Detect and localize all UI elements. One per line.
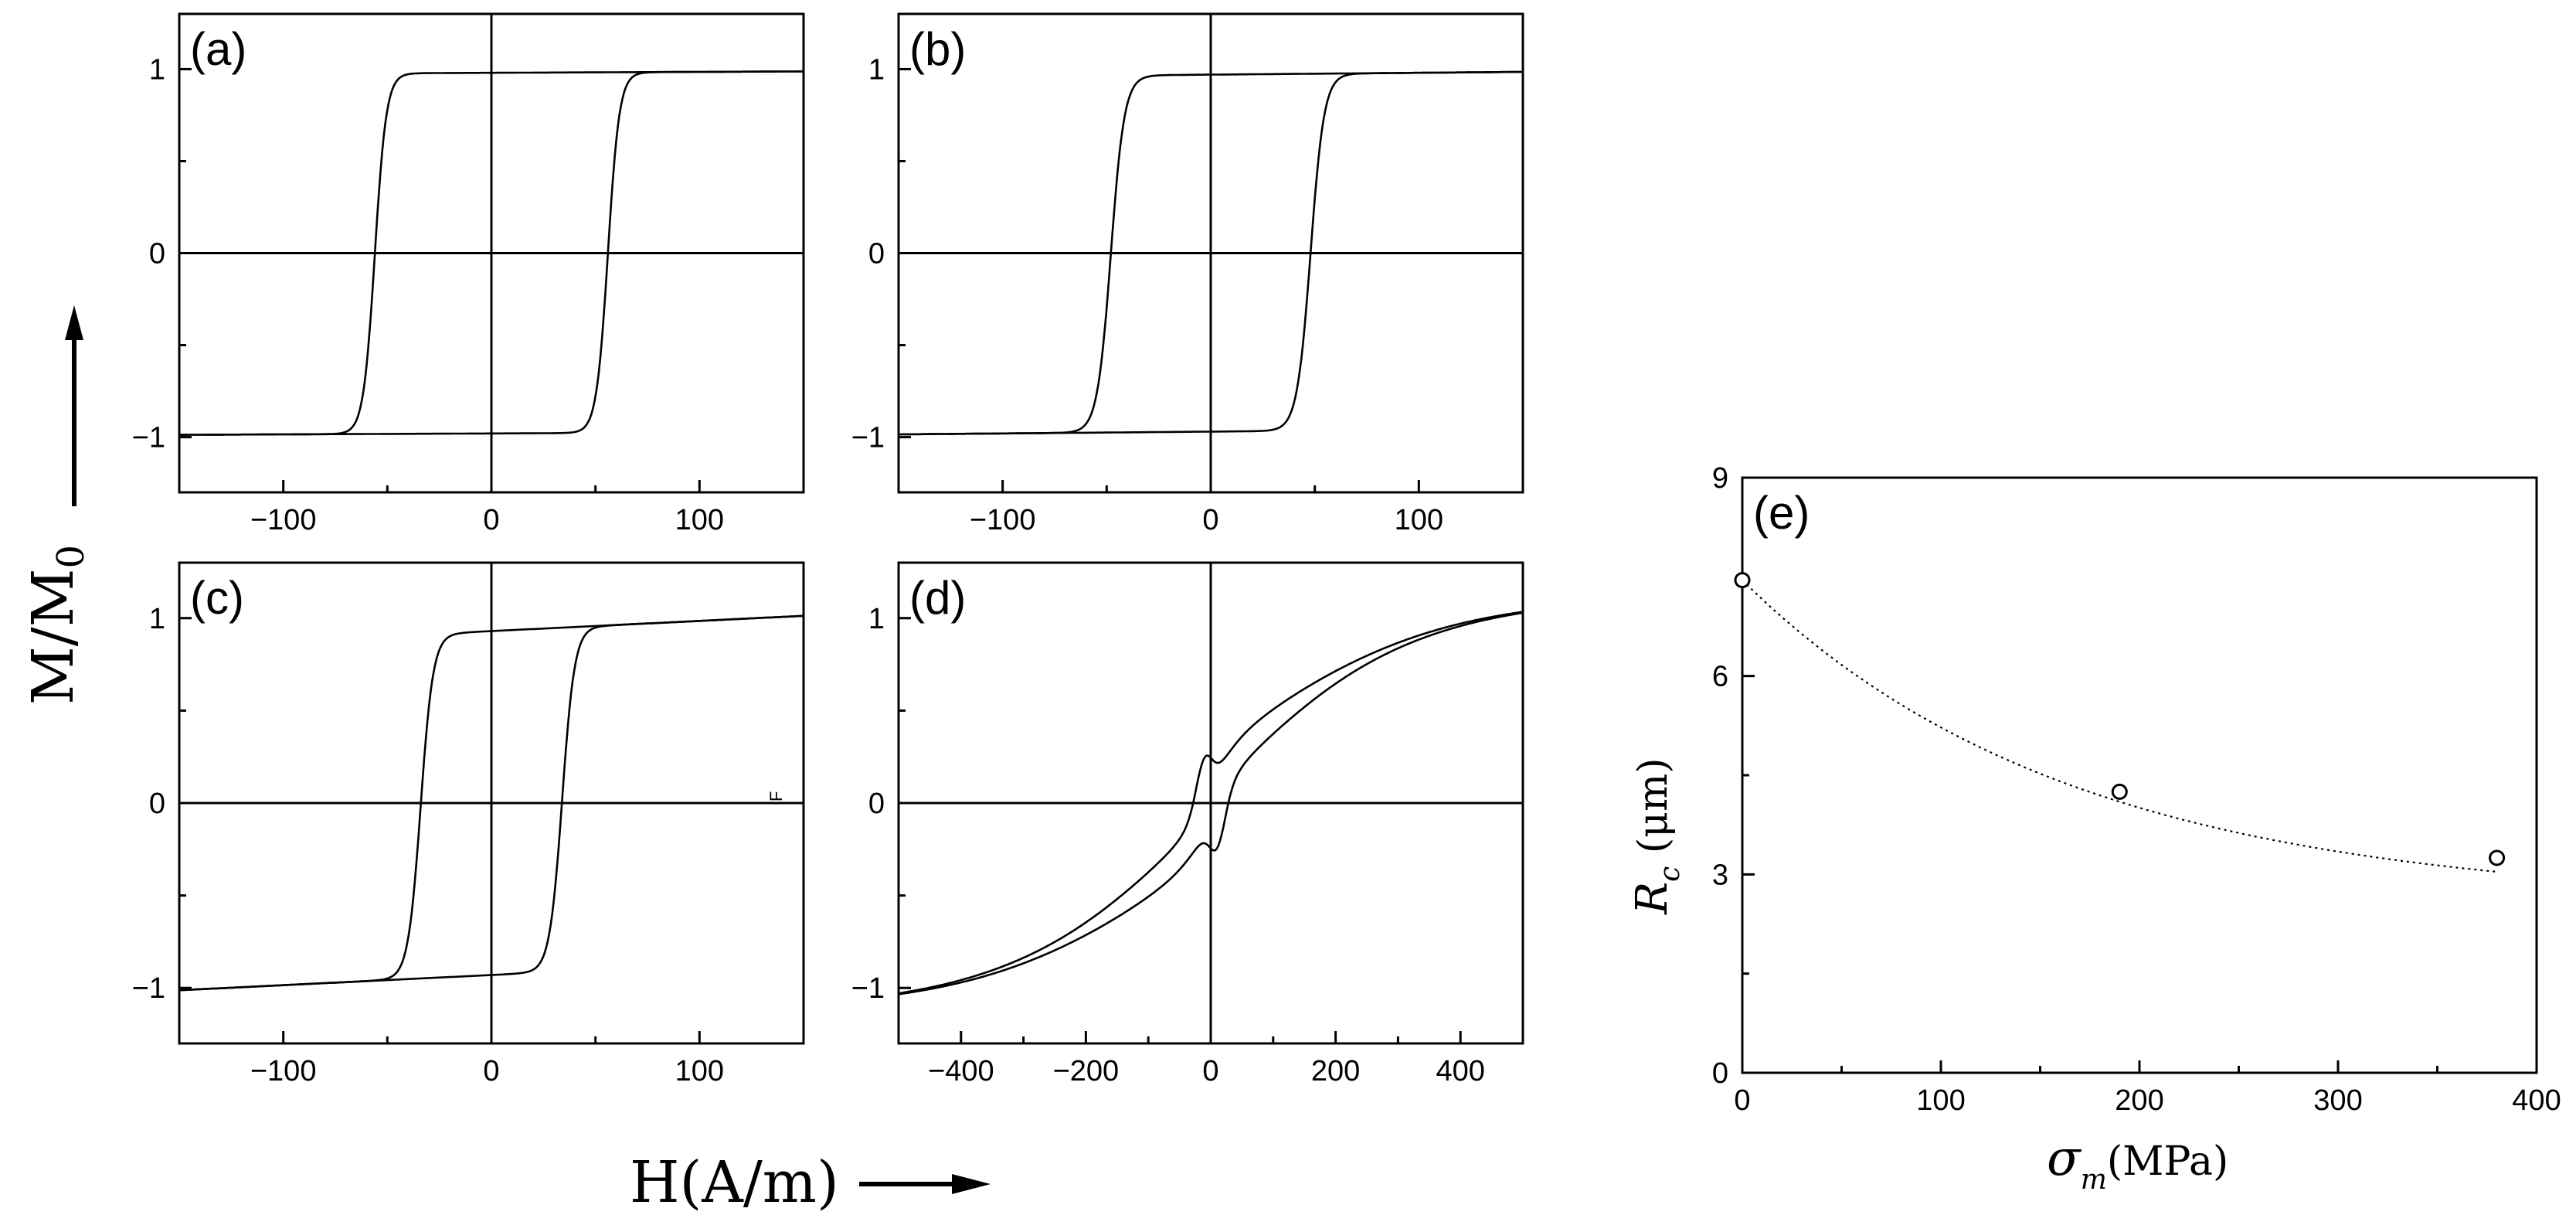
data-point <box>2111 783 2128 800</box>
x-axis-label: H(A/m) <box>630 1149 839 1215</box>
x-tick-label: 0 <box>1734 1084 1750 1117</box>
annotation-mark: F <box>766 791 786 801</box>
y-tick-label: 0 <box>149 788 165 820</box>
y-tick-label: 3 <box>1712 859 1728 891</box>
x-tick-label: −200 <box>1053 1055 1120 1087</box>
x-tick-label: 0 <box>1202 1055 1218 1087</box>
panel-label: (e) <box>1753 487 1810 539</box>
panel-a: −100 0 100 −1 0 1 (a) <box>132 12 805 536</box>
x-tick-label: 0 <box>483 504 499 536</box>
y-axis-label-sub: 0 <box>49 545 93 569</box>
panel-b: −100 0 100 −1 0 1 (b) <box>851 12 1524 536</box>
x-axis-label-group: H(A/m) <box>630 1149 991 1215</box>
x-tick-label: −100 <box>250 504 317 536</box>
panel-d: −400 −200 0 200 400 −1 0 1 (d) <box>851 561 1524 1087</box>
panel-label: (a) <box>190 23 246 75</box>
y-axis-label-group: M/M0 <box>20 305 93 705</box>
y-tick-label: 0 <box>1712 1057 1728 1090</box>
y-tick-label: −1 <box>132 972 165 1005</box>
y-tick-label: −1 <box>132 422 165 454</box>
y-axis-label: M/M0 <box>20 545 93 705</box>
data-point <box>2489 849 2506 866</box>
y-axis-label-main: M/M <box>20 569 87 705</box>
x-axis-title: σm(MPa) <box>2047 1130 2228 1196</box>
loop-descending-branch <box>178 614 804 992</box>
y-tick-label: −1 <box>851 422 885 454</box>
x-tick-label: 0 <box>483 1055 499 1087</box>
y-axis-arrow-head <box>65 305 83 340</box>
x-tick-label: 200 <box>2115 1084 2163 1117</box>
panel-label: (c) <box>190 572 244 624</box>
x-tick-label: −400 <box>928 1055 994 1087</box>
y-tick-label: 6 <box>1712 661 1728 693</box>
y-axis-title: Rc (μm) <box>1627 757 1686 915</box>
loop-descending-branch <box>898 611 1524 995</box>
x-tick-label: 400 <box>1436 1055 1484 1087</box>
x-tick-label: 400 <box>2512 1084 2561 1117</box>
x-tick-label: −100 <box>250 1055 317 1087</box>
panel-label: (d) <box>909 572 966 624</box>
y-tick-label: −1 <box>851 972 885 1005</box>
y-tick-label: 9 <box>1712 462 1728 495</box>
x-tick-label: 100 <box>675 1055 724 1087</box>
fit-curve <box>1742 579 2497 873</box>
x-tick-label: 300 <box>2313 1084 2362 1117</box>
x-axis-arrow-head <box>952 1174 991 1194</box>
loop-ascending-branch <box>898 611 1524 995</box>
y-tick-label: 0 <box>868 238 885 271</box>
y-tick-label: 0 <box>149 238 165 271</box>
x-tick-label: 100 <box>1916 1084 1965 1117</box>
loop-descending-branch <box>899 70 1523 436</box>
x-tick-label: −100 <box>970 504 1036 536</box>
panel-e: 0 100 200 300 400 0 3 6 9 (e) σm(MPa) Rc (μm) <box>1627 462 2561 1196</box>
panel-c: −100 0 100 −1 0 1 (c) F <box>132 561 805 1087</box>
y-tick-label: 1 <box>868 603 885 635</box>
y-tick-label: 0 <box>868 788 885 820</box>
x-tick-label: 100 <box>675 504 724 536</box>
data-point <box>1734 572 1751 589</box>
plot-frame <box>1741 476 2538 1074</box>
x-tick-label: 100 <box>1395 504 1443 536</box>
x-tick-label: 200 <box>1311 1055 1360 1087</box>
panel-label: (b) <box>909 23 966 75</box>
y-tick-label: 1 <box>149 603 165 635</box>
loop-descending-branch <box>179 70 804 436</box>
x-tick-label: 0 <box>1202 504 1218 536</box>
y-tick-label: 1 <box>149 53 165 86</box>
y-tick-label: 1 <box>868 53 885 86</box>
